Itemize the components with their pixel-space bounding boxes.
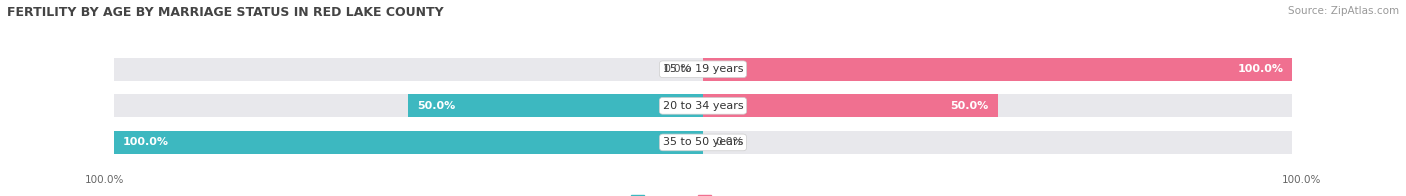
Text: 0.0%: 0.0%: [714, 137, 742, 147]
Bar: [703, 58, 1292, 81]
Text: 20 to 34 years: 20 to 34 years: [662, 101, 744, 111]
Text: 50.0%: 50.0%: [418, 101, 456, 111]
Text: Source: ZipAtlas.com: Source: ZipAtlas.com: [1288, 6, 1399, 16]
Bar: [114, 94, 1292, 117]
Bar: [114, 58, 1292, 81]
Text: 100.0%: 100.0%: [1282, 175, 1322, 185]
Text: 100.0%: 100.0%: [1237, 64, 1284, 74]
Text: FERTILITY BY AGE BY MARRIAGE STATUS IN RED LAKE COUNTY: FERTILITY BY AGE BY MARRIAGE STATUS IN R…: [7, 6, 444, 19]
Bar: [114, 131, 1292, 154]
Legend: Married, Unmarried: Married, Unmarried: [627, 191, 779, 196]
Text: 100.0%: 100.0%: [84, 175, 124, 185]
Bar: [703, 94, 998, 117]
Text: 100.0%: 100.0%: [122, 137, 169, 147]
Text: 35 to 50 years: 35 to 50 years: [662, 137, 744, 147]
Bar: [408, 94, 703, 117]
Bar: [114, 131, 703, 154]
Text: 15 to 19 years: 15 to 19 years: [662, 64, 744, 74]
Text: 0.0%: 0.0%: [664, 64, 692, 74]
Text: 50.0%: 50.0%: [950, 101, 988, 111]
